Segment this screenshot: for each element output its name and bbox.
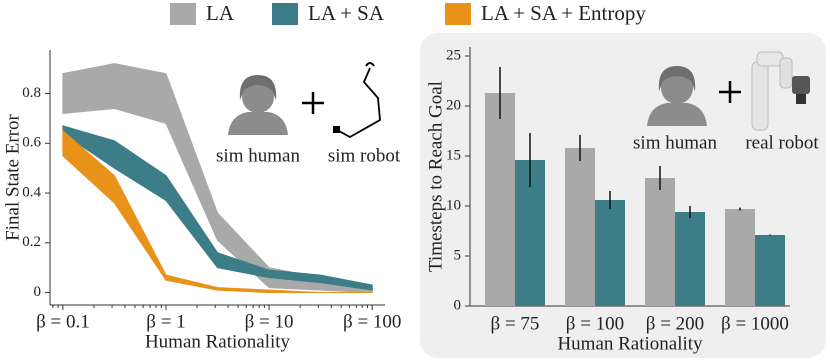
y-tick-label: 0.8 <box>22 85 41 101</box>
bar <box>645 178 675 306</box>
plus-sign-right <box>719 81 741 103</box>
x-axis-label: Human Rationality <box>557 333 703 354</box>
bar <box>675 212 705 306</box>
robot-path-icon <box>333 62 381 139</box>
bar <box>565 148 595 306</box>
legend-swatch <box>445 3 471 25</box>
human-icon-right <box>647 66 707 126</box>
annotation: sim human <box>216 145 300 166</box>
x-tick-label: β = 75 <box>491 313 540 334</box>
y-tick-label: 25 <box>446 47 461 63</box>
plus-sign <box>302 92 324 114</box>
band <box>62 129 373 294</box>
x-tick-label: β = 200 <box>646 313 704 334</box>
x-tick-label: β = 0.1 <box>36 311 90 332</box>
x-tick-label: β = 100 <box>343 311 401 332</box>
annotation: sim human <box>633 132 717 153</box>
y-tick-label: 5 <box>454 247 462 263</box>
y-tick-label: 15 <box>446 147 461 163</box>
legend-label: LA <box>206 1 235 25</box>
y-tick-label: 0.4 <box>22 184 41 200</box>
y-tick-label: 0.2 <box>22 234 41 250</box>
bar <box>485 93 515 306</box>
y-tick-label: 10 <box>446 197 461 213</box>
legend-label: LA + SA <box>308 1 385 25</box>
y-axis-label: Timesteps to Reach Goal <box>425 81 446 272</box>
y-tick-label: 0 <box>454 297 462 313</box>
legend-swatch <box>272 3 298 25</box>
x-tick-label: β = 1000 <box>721 313 789 334</box>
y-axis-label: Final State Error <box>2 114 23 241</box>
legend-swatch <box>170 3 196 25</box>
x-axis-label: Human Rationality <box>145 331 291 352</box>
x-tick-label: β = 100 <box>566 313 624 334</box>
y-tick-label: 0 <box>34 284 42 300</box>
human-icon <box>228 75 288 135</box>
annotation: sim robot <box>328 145 401 166</box>
bar <box>725 209 755 306</box>
x-tick-label: β = 1 <box>146 311 185 332</box>
bar <box>755 235 785 306</box>
x-tick-label: β = 10 <box>245 311 294 332</box>
bar <box>595 200 625 306</box>
band <box>62 125 373 291</box>
y-tick-label: 20 <box>446 97 461 113</box>
legend-label: LA + SA + Entropy <box>481 1 646 25</box>
annotation: real robot <box>745 132 819 153</box>
robot-arm-icon <box>751 51 810 131</box>
y-tick-label: 0.6 <box>22 135 41 151</box>
